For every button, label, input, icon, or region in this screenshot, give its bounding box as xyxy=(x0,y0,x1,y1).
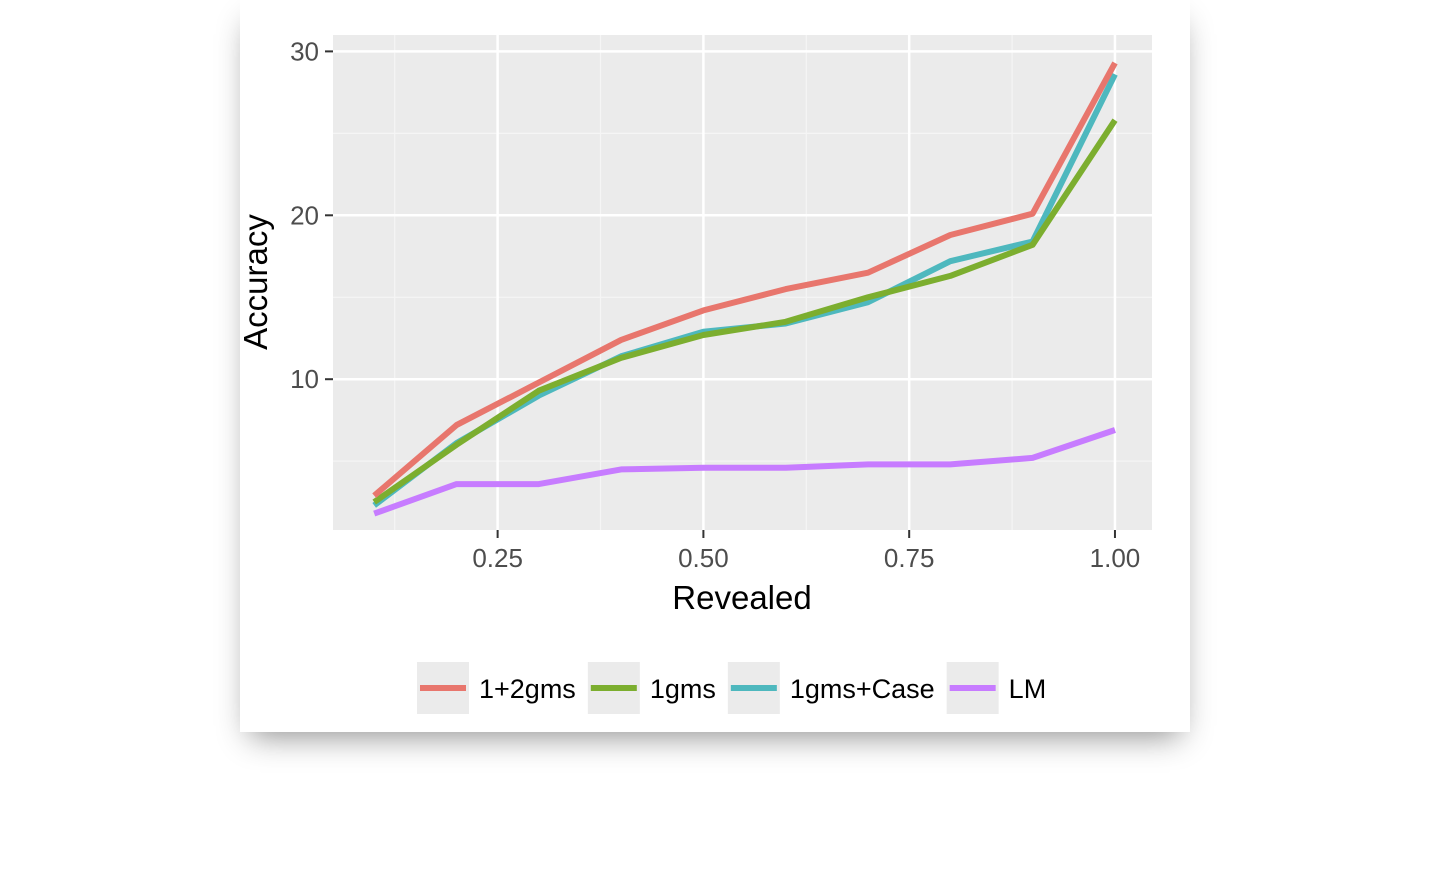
legend-item-1-2gms: 1+2gms xyxy=(417,662,576,714)
series-line-1gms xyxy=(372,118,1118,505)
line-chart: 10 20 30 0.25 0.50 0.75 1.00 Revealed Accurac… xyxy=(237,35,1152,714)
plot-panel xyxy=(333,35,1152,530)
legend-label-lm: LM xyxy=(1009,674,1047,704)
x-tick-label: 0.50 xyxy=(678,543,729,573)
legend-item-1gms-case: 1gms+Case xyxy=(727,662,935,714)
series-lines xyxy=(372,61,1118,517)
x-axis-title: Revealed xyxy=(672,579,811,616)
y-tick-label: 30 xyxy=(290,36,319,66)
legend-item-lm: LM xyxy=(946,662,1047,714)
legend-label-1-2gms: 1+2gms xyxy=(479,674,576,704)
y-tick-label: 10 xyxy=(290,364,319,394)
y-axis-title: Accuracy xyxy=(240,214,274,350)
series-line-lm xyxy=(373,427,1116,517)
legend: 1+2gms 1gms 1gms+Case LM xyxy=(417,662,1046,714)
legend-item-1gms: 1gms xyxy=(587,662,716,714)
legend-label-1gms-case: 1gms+Case xyxy=(790,674,935,704)
chart-card: 10 20 30 0.25 0.50 0.75 1.00 Revealed Accurac… xyxy=(237,0,1190,732)
legend-label-1gms: 1gms xyxy=(650,674,716,704)
y-axis: 10 20 30 xyxy=(290,36,333,394)
x-tick-label: 1.00 xyxy=(1090,543,1141,573)
y-tick-label: 20 xyxy=(290,200,319,230)
x-tick-label: 0.75 xyxy=(884,543,935,573)
x-tick-label: 0.25 xyxy=(472,543,523,573)
x-axis: 0.25 0.50 0.75 1.00 xyxy=(472,530,1140,573)
series-line-1-2gms xyxy=(372,61,1118,498)
